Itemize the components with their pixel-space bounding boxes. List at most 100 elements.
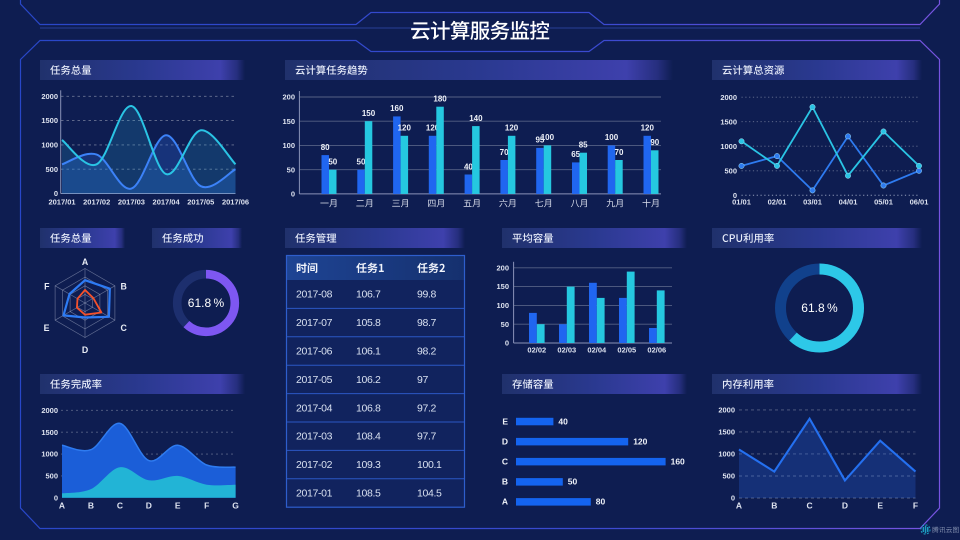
svg-text:1000: 1000 (41, 450, 58, 459)
svg-text:02/05: 02/05 (617, 346, 636, 355)
svg-text:1000: 1000 (718, 450, 735, 459)
svg-text:180: 180 (433, 95, 447, 104)
svg-text:120: 120 (398, 124, 412, 133)
svg-text:50: 50 (357, 158, 366, 167)
svg-text:2017-01: 2017-01 (296, 488, 333, 500)
svg-text:80: 80 (321, 143, 330, 152)
svg-text:105.8: 105.8 (356, 317, 381, 329)
svg-text:140: 140 (469, 114, 483, 123)
svg-text:0: 0 (731, 494, 735, 503)
svg-text:2017/01: 2017/01 (48, 198, 75, 207)
svg-text:1500: 1500 (720, 117, 737, 126)
svg-text:160: 160 (671, 457, 685, 467)
svg-text:D: D (146, 501, 152, 511)
svg-text:01/01: 01/01 (732, 198, 751, 207)
svg-text:C: C (807, 501, 813, 511)
svg-text:500: 500 (722, 472, 735, 481)
svg-text:A: A (736, 501, 742, 511)
svg-text:100: 100 (496, 301, 509, 310)
svg-text:0: 0 (505, 339, 509, 348)
svg-text:A: A (502, 497, 508, 507)
svg-text:0: 0 (291, 190, 295, 199)
svg-text:1500: 1500 (718, 428, 735, 437)
svg-text:E: E (502, 416, 508, 426)
svg-text:2017-04: 2017-04 (296, 402, 333, 414)
svg-text:2017/03: 2017/03 (118, 198, 145, 207)
svg-text:108.4: 108.4 (356, 431, 381, 443)
svg-text:2000: 2000 (41, 406, 58, 415)
svg-text:2017-02: 2017-02 (296, 459, 333, 471)
svg-text:B: B (88, 501, 94, 511)
svg-text:1500: 1500 (41, 428, 58, 437)
svg-text:0: 0 (54, 493, 58, 502)
svg-text:02/03: 02/03 (557, 346, 576, 355)
svg-text:1000: 1000 (41, 141, 58, 150)
svg-text:150: 150 (496, 282, 509, 291)
svg-text:E: E (175, 501, 181, 511)
svg-text:120: 120 (633, 436, 647, 446)
svg-text:500: 500 (45, 472, 58, 481)
svg-text:97.2: 97.2 (417, 402, 437, 414)
svg-text:03/01: 03/01 (803, 198, 822, 207)
svg-text:D: D (842, 501, 848, 511)
svg-text:61.8 %: 61.8 % (801, 301, 838, 315)
svg-text:F: F (44, 281, 50, 291)
svg-text:160: 160 (390, 104, 404, 113)
svg-text:50: 50 (287, 165, 295, 174)
svg-text:120: 120 (505, 124, 519, 133)
svg-text:2017-07: 2017-07 (296, 317, 333, 329)
svg-text:150: 150 (362, 109, 376, 118)
svg-text:D: D (502, 436, 508, 446)
svg-text:80: 80 (596, 497, 606, 507)
svg-text:2017/04: 2017/04 (153, 198, 181, 207)
svg-text:2017-05: 2017-05 (296, 374, 333, 386)
svg-text:500: 500 (724, 166, 737, 175)
svg-text:1500: 1500 (41, 116, 58, 125)
svg-text:B: B (771, 501, 777, 511)
svg-text:500: 500 (45, 165, 58, 174)
svg-text:61.8 %: 61.8 % (188, 296, 225, 310)
svg-text:98.7: 98.7 (417, 317, 437, 329)
svg-text:50: 50 (328, 158, 337, 167)
svg-text:C: C (121, 323, 128, 333)
svg-text:2017-06: 2017-06 (296, 346, 333, 358)
svg-text:40: 40 (558, 416, 568, 426)
svg-text:50: 50 (501, 320, 509, 329)
svg-text:106.7: 106.7 (356, 289, 381, 301)
svg-text:70: 70 (615, 148, 624, 157)
svg-text:1000: 1000 (720, 142, 737, 151)
svg-text:02/04: 02/04 (587, 346, 607, 355)
svg-text:2017-03: 2017-03 (296, 431, 333, 443)
svg-text:85: 85 (579, 141, 588, 150)
svg-text:04/01: 04/01 (839, 198, 858, 207)
svg-text:2000: 2000 (720, 93, 737, 102)
svg-text:106.1: 106.1 (356, 346, 381, 358)
svg-text:109.3: 109.3 (356, 459, 381, 471)
svg-text:120: 120 (641, 124, 655, 133)
svg-text:06/01: 06/01 (910, 198, 929, 207)
svg-text:E: E (44, 323, 50, 333)
svg-text:F: F (204, 501, 209, 511)
svg-text:B: B (502, 477, 508, 487)
svg-text:100: 100 (605, 133, 619, 142)
svg-text:95: 95 (535, 136, 544, 145)
svg-text:104.5: 104.5 (417, 488, 442, 500)
svg-text:97.7: 97.7 (417, 431, 437, 443)
svg-text:200: 200 (496, 263, 509, 272)
svg-text:97: 97 (417, 374, 428, 386)
svg-text:90: 90 (650, 138, 659, 147)
svg-text:G: G (232, 501, 239, 511)
svg-text:100.1: 100.1 (417, 459, 442, 471)
svg-text:2000: 2000 (41, 92, 58, 101)
svg-text:C: C (502, 457, 508, 467)
svg-text:40: 40 (464, 162, 473, 171)
svg-text:2017-08: 2017-08 (296, 289, 333, 301)
svg-text:A: A (59, 501, 65, 511)
svg-text:108.5: 108.5 (356, 488, 381, 500)
svg-text:70: 70 (500, 148, 509, 157)
svg-text:A: A (82, 257, 89, 267)
svg-text:99.8: 99.8 (417, 289, 437, 301)
svg-text:106.2: 106.2 (356, 374, 381, 386)
svg-text:D: D (82, 345, 88, 355)
svg-text:100: 100 (282, 141, 295, 150)
